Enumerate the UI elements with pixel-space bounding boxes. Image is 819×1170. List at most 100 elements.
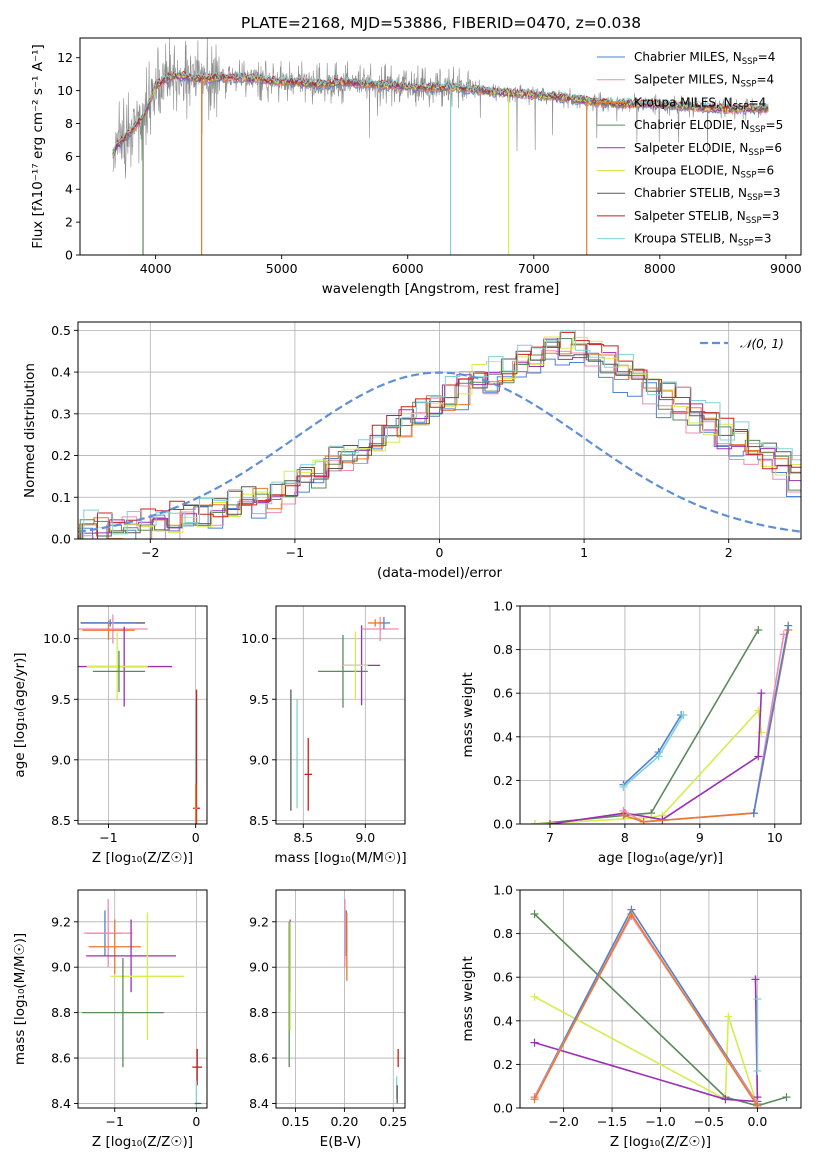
x-tick-label: 5000 [266, 261, 298, 276]
axes: −2 −1 0 1 2 0.0 0.1 0.2 0.3 0.4 0.5 (data-model)/er… [22, 321, 802, 581]
chart-mass-vs-age: 8.5 9.0 8.5 9.0 9.5 10.0 mass [log₁₀(M/M☉)] [241, 605, 407, 866]
y-axis-label: Normed distribution [22, 363, 38, 498]
x-axis-label: Z [log₁₀(Z/Z☉)] [92, 850, 193, 866]
y-tick-label: 9.2 [51, 914, 71, 929]
y-tick-label: 10.0 [43, 631, 71, 646]
x-axis-label: age [log₁₀(age/yr)] [598, 850, 723, 866]
plot-area [290, 616, 399, 811]
x-axis-label: Z [log₁₀(Z/Z☉)] [610, 1134, 711, 1150]
y-tick-label: 8.8 [249, 1005, 269, 1020]
y-tick-label: 0.4 [51, 365, 71, 380]
x-tick-label: −1 [99, 830, 117, 845]
y-tick-label: 8.4 [249, 1096, 269, 1111]
axes: 4000 5000 6000 7000 8000 9000 0 2 4 6 8 10 12 wavelen… [30, 37, 802, 297]
weight-line-0 [622, 714, 682, 786]
chart-ebv-vs-mass: 0.15 0.20 0.25 8.4 8.6 8.8 9.0 9.2 E(B-V) [249, 889, 407, 1150]
weight-marker [619, 811, 628, 820]
axes: 7 8 9 10 0.0 0.2 0.4 0.6 0.8 1.0 age [log₁₀(age/yr… [460, 599, 802, 866]
y-tick-label: 0.0 [493, 1101, 513, 1116]
y-tick-label: 8 [65, 116, 73, 131]
weight-marker [639, 817, 648, 824]
weight-line-5 [533, 912, 759, 1107]
y-tick-label: 0.8 [493, 926, 513, 941]
chart-z-vs-age: −1 0 8.5 9.0 9.5 10.0 Z [log₁₀(Z/Z☉)] age [log₁… [12, 605, 208, 866]
y-axis-label: mass weight [460, 672, 476, 757]
chart-z-vs-weight: −2.0 −1.5 −1.0 −0.5 0.0 0.0 0.2 0.4 0.6 0.8 1.0 Z [… [460, 883, 802, 1150]
plot-area [82, 899, 203, 1108]
chart-residuals: −2 −1 0 1 2 0.0 0.1 0.2 0.3 0.4 0.5 (data-model)/er… [22, 321, 802, 581]
x-tick-label: 0.15 [282, 1114, 310, 1129]
x-tick-label: 1 [580, 545, 588, 560]
legend-label: Salpeter STELIB, NSSP=3 [634, 209, 779, 226]
y-axis-label: age [log₁₀(age/yr)] [12, 652, 28, 777]
y-tick-label: 9.0 [51, 752, 71, 767]
weight-marker [754, 625, 763, 634]
y-tick-label: 9.0 [51, 960, 71, 975]
y-tick-label: 0 [65, 248, 73, 263]
legend: Chabrier MILES, NSSP=4 Salpeter MILES, NS… [597, 50, 783, 249]
x-tick-label: 2 [725, 545, 733, 560]
weight-marker [753, 1101, 762, 1108]
weight-marker [753, 995, 762, 1003]
x-tick-label: −2 [141, 545, 159, 560]
plot-area [78, 330, 801, 539]
y-tick-label: 8.6 [249, 1051, 269, 1066]
weight-marker [530, 820, 539, 824]
y-axis-label: mass weight [460, 956, 476, 1041]
weight-line-2 [534, 629, 759, 824]
x-tick-label: 9 [696, 830, 704, 845]
normal-curve [78, 371, 801, 533]
y-tick-label: 6 [65, 149, 73, 164]
x-tick-label: 9.0 [355, 830, 375, 845]
y-tick-label: 9.0 [249, 960, 269, 975]
y-tick-label: 8.4 [51, 1096, 71, 1111]
x-axis-label: Z [log₁₀(Z/Z☉)] [92, 1134, 193, 1150]
x-tick-label: 7000 [518, 261, 550, 276]
axes: −1 0 8.5 9.0 9.5 10.0 Z [log₁₀(Z/Z☉)] age [log₁… [12, 605, 208, 866]
weight-marker [749, 809, 758, 818]
y-tick-label: 0.0 [51, 532, 71, 547]
weight-marker [530, 909, 539, 918]
weight-line-3 [534, 708, 763, 824]
x-tick-label: 0.20 [330, 1114, 358, 1129]
chart-z-vs-mass: −1 0 8.4 8.6 8.8 9.0 9.2 Z [log₁₀(Z/Z☉)] mass [l… [12, 889, 208, 1150]
y-tick-label: 0.6 [493, 686, 513, 701]
y-tick-label: 8.6 [51, 1051, 71, 1066]
weight-marker [679, 711, 688, 719]
residual-histogram-2 [78, 343, 801, 539]
plot-area [78, 614, 201, 824]
x-axis-label: (data-model)/error [377, 565, 503, 581]
y-tick-label: 1.0 [493, 883, 513, 898]
x-tick-label: −0.5 [694, 1114, 724, 1129]
x-tick-label: −1 [286, 545, 304, 560]
y-tick-label: 0.4 [493, 1013, 513, 1028]
x-tick-label: 8000 [644, 261, 676, 276]
weight-marker [782, 1093, 791, 1102]
chart-spectrum: 4000 5000 6000 7000 8000 9000 0 2 4 6 8 10 12 wavelen… [30, 37, 802, 297]
y-tick-label: 8.5 [51, 813, 71, 828]
y-tick-label: 9.0 [249, 752, 269, 767]
weight-marker [530, 992, 539, 1001]
x-tick-label: 8.5 [293, 830, 313, 845]
x-tick-label: 4000 [140, 261, 172, 276]
weight-line-0 [533, 913, 787, 1107]
legend: 𝒩(0, 1) [700, 337, 784, 351]
x-axis-label: mass [log₁₀(M/M☉)] [274, 850, 406, 866]
y-tick-label: 2 [65, 215, 73, 230]
x-tick-label: 0.25 [379, 1114, 407, 1129]
plot-area [530, 621, 793, 824]
legend-label: Chabrier STELIB, NSSP=3 [634, 186, 781, 203]
legend-label: Salpeter MILES, NSSP=4 [634, 73, 774, 90]
weight-marker [754, 752, 763, 761]
y-tick-label: 0.2 [493, 1057, 513, 1072]
x-tick-label: 7 [546, 830, 554, 845]
axes-frame [519, 605, 802, 825]
weight-marker [724, 1012, 733, 1021]
weight-marker [530, 1038, 539, 1047]
legend-label: Chabrier MILES, NSSP=4 [634, 50, 775, 67]
y-tick-label: 0.1 [51, 490, 71, 505]
legend-label: Kroupa ELODIE, NSSP=6 [634, 164, 774, 181]
weight-marker [721, 1095, 730, 1104]
axes-frame [275, 605, 406, 825]
model-spectrum-8 [112, 69, 769, 153]
